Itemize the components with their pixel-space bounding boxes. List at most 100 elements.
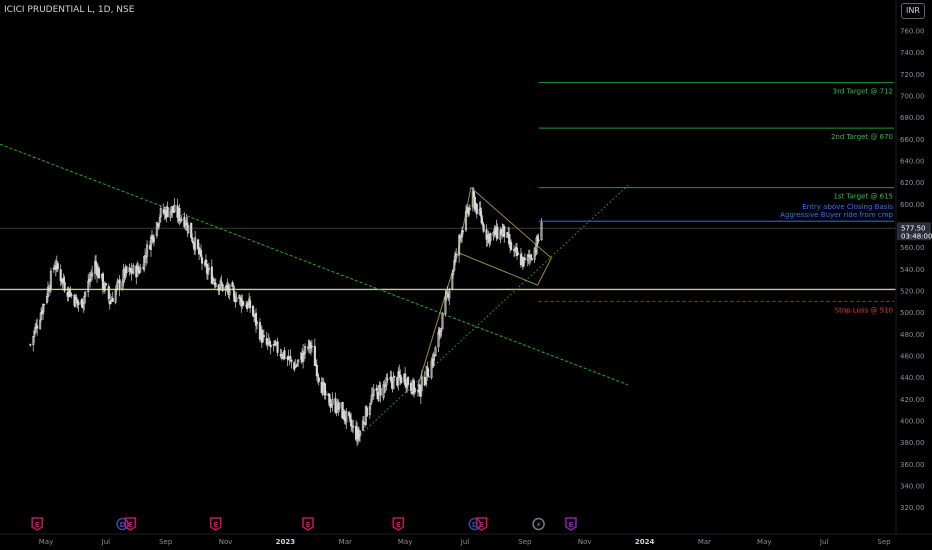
candle-body (412, 380, 416, 393)
earnings-marker[interactable] (210, 517, 222, 531)
earnings-marker[interactable] (565, 517, 577, 531)
x-tick-label: Mar (698, 538, 711, 546)
candle-body (231, 282, 234, 287)
candle-body (369, 403, 372, 405)
earnings-marker[interactable] (31, 517, 43, 531)
candle-body (349, 414, 352, 419)
candle-body (101, 273, 104, 289)
candle-body (220, 281, 223, 285)
candle-body (36, 325, 39, 329)
downtrend-line (0, 143, 629, 386)
candle-body (482, 224, 485, 232)
earnings-marker[interactable] (475, 517, 488, 531)
candle-body (46, 286, 50, 297)
y-tick-label: 500.00 (900, 309, 925, 317)
candle-body (316, 373, 319, 377)
candle-body (269, 344, 272, 348)
earnings-marker[interactable] (392, 517, 405, 531)
x-tick-label: May (757, 538, 771, 546)
candle-body (350, 419, 353, 427)
y-tick-label: 600.00 (900, 201, 925, 209)
y-tick-label: 760.00 (900, 28, 925, 36)
y-tick-label: 680.00 (900, 114, 925, 122)
x-tick-label: May (398, 538, 412, 546)
x-tick-label: Sep (518, 538, 532, 546)
candle-body (144, 255, 147, 257)
x-tick-label: Sep (159, 538, 173, 546)
level-label: 3rd Target @ 712 (833, 88, 893, 96)
candle-body (84, 291, 87, 297)
earnings-marker[interactable] (124, 517, 137, 531)
candle-body (379, 387, 382, 396)
y-tick-label: 720.00 (900, 71, 925, 79)
event-marker-label: D (472, 521, 478, 529)
candle-body (331, 398, 334, 405)
candle-body (523, 258, 526, 260)
candle-body (94, 261, 98, 267)
candle-body (400, 376, 403, 384)
time-axis[interactable]: May Jul Sep Nov 2023 Mar May Jul Sep Nov 2024 Mar Ma… (0, 533, 932, 546)
candle-body (472, 191, 475, 198)
candle-body (434, 347, 437, 357)
candle-body (178, 207, 181, 222)
candle-body (125, 266, 128, 274)
candle-body (386, 378, 389, 381)
price-axis[interactable]: 320.00 340.00 360.00 380.00 400.00 420.00 440.… (895, 0, 932, 534)
candle-body (468, 208, 471, 210)
candle-body (254, 312, 258, 326)
x-tick-label: Jul (101, 538, 111, 546)
candle-body (361, 420, 364, 431)
uptrend-line (357, 185, 629, 438)
candle-body (232, 287, 235, 291)
event-marker-label: E (396, 521, 401, 529)
event-marker-label: ⚡ (536, 521, 541, 529)
candle-body (441, 312, 444, 330)
y-tick-label: 320.00 (900, 504, 925, 512)
candle-body (75, 297, 78, 300)
entry-label: Aggressive Buyer ride from cmp (780, 211, 893, 219)
x-tick-label: Jul (819, 538, 829, 546)
candle-body (132, 265, 135, 274)
candle-body (427, 375, 430, 378)
y-tick-label: 480.00 (900, 331, 925, 339)
candle-body (97, 268, 101, 279)
candle-body (137, 266, 140, 271)
x-tick-label: Nov (578, 538, 592, 546)
candle-body (455, 254, 458, 256)
earnings-marker[interactable] (302, 517, 314, 531)
candle-body (283, 350, 286, 359)
candle-body (187, 224, 190, 233)
countdown-value: 03:48:00 (901, 232, 932, 240)
candle-body (475, 203, 478, 215)
candle-body (464, 211, 468, 231)
level-label: 1st Target @ 615 (833, 193, 893, 201)
y-tick-label: 380.00 (900, 439, 925, 447)
x-tick-label: Jul (460, 538, 470, 546)
candle-body (304, 346, 307, 354)
candle-body (42, 304, 46, 306)
candle-body (280, 354, 283, 357)
candle-body (255, 321, 259, 324)
candle-body (368, 406, 371, 416)
candle-body (317, 377, 320, 382)
candle-body (139, 267, 142, 273)
event-marker-label: E (35, 521, 40, 529)
currency-button[interactable]: INR (901, 3, 925, 19)
y-tick-label: 400.00 (900, 418, 925, 426)
level-lines: 3rd Target @ 712 2nd Target @ 670 1st Targ… (0, 82, 896, 314)
y-tick-label: 640.00 (900, 158, 925, 166)
candle-body (461, 230, 465, 233)
candle-body (29, 344, 32, 346)
candle-body (183, 216, 186, 228)
last-price-tag (897, 222, 931, 241)
event-marker[interactable] (468, 517, 482, 531)
event-marker[interactable] (116, 517, 129, 531)
candle-body (392, 376, 395, 390)
candle-body (118, 279, 121, 290)
candle-body (496, 226, 499, 239)
candle-body (190, 222, 193, 239)
event-marker[interactable] (532, 517, 545, 531)
candle-body (268, 340, 271, 345)
candle-body (56, 263, 59, 270)
